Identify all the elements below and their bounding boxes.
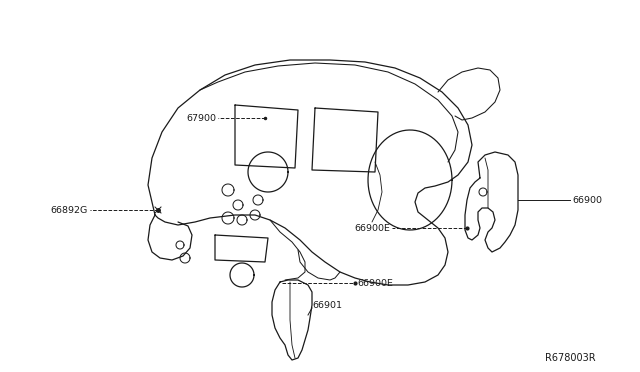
Text: 66900: 66900 (572, 196, 602, 205)
Text: 66901: 66901 (312, 301, 342, 310)
Text: 67900: 67900 (186, 113, 216, 122)
Text: 66892G: 66892G (51, 205, 88, 215)
Text: 66900E: 66900E (357, 279, 393, 288)
Text: R678003R: R678003R (545, 353, 596, 363)
Text: 66900E: 66900E (354, 224, 390, 232)
